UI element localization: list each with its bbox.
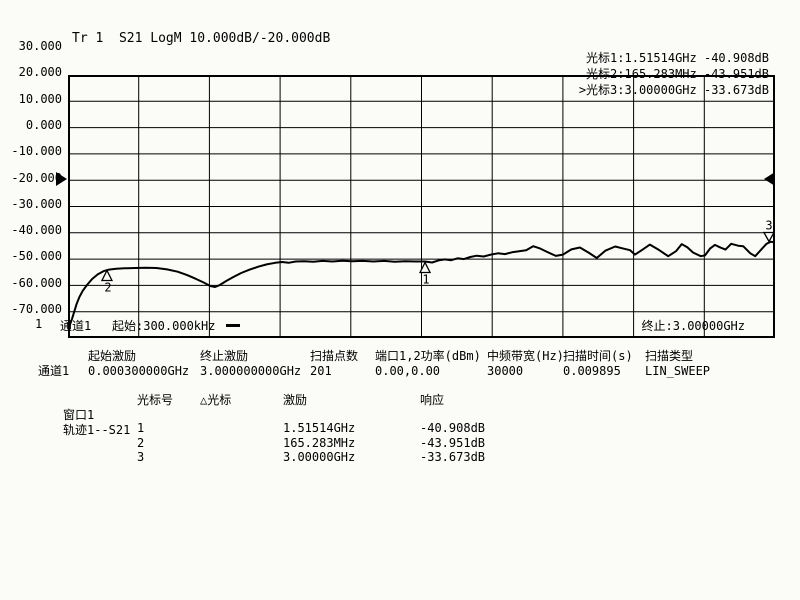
- marker-row-stimulus: 165.283MHz: [283, 436, 356, 450]
- marker-3-icon[interactable]: [762, 231, 775, 243]
- sweep-column-value: 30000: [487, 364, 524, 378]
- y-tick-label: -20.000: [11, 170, 62, 185]
- y-tick-label: -50.000: [11, 249, 62, 264]
- marker-1-label: 1: [422, 273, 429, 287]
- stop-frequency-label: 终止:3.00000GHz: [641, 319, 745, 333]
- y-tick-label: 20.000: [18, 65, 62, 80]
- y-tick-label: -70.000: [11, 302, 62, 316]
- sweep-column: 扫描时间(s) 0.009895: [563, 347, 633, 378]
- plot-area: 1 2 3 光标1:1.51514GHz -40.908dB 光标2:165.283M…: [68, 47, 775, 338]
- status-bar: 1 通道1 起始:300.000kHz 终止:3.00000GHz: [0, 317, 800, 333]
- channel-row-label: 通道1: [38, 364, 70, 378]
- sweep-column-header: 起始激励: [88, 349, 137, 363]
- y-tick-label: -40.000: [11, 223, 62, 238]
- measurement-grid: 1 2 3: [68, 75, 775, 338]
- marker-table-header: 光标号: [137, 393, 174, 407]
- sweep-column: 起始激励 0.000300000GHz: [88, 347, 189, 378]
- marker-table-header: 响应: [420, 393, 445, 407]
- y-tick-label: 30.000: [18, 39, 62, 53]
- channel-label: 通道1: [60, 319, 92, 333]
- sweep-column-value: 0.00,0.00: [375, 364, 441, 378]
- marker-readout-row: >光标3:3.00000GHz -33.673dB: [578, 83, 769, 97]
- sweep-column-header: 终止激励: [200, 349, 249, 363]
- sweep-column-header: 端口1,2功率(dBm): [375, 349, 481, 363]
- window-label: 窗口1: [63, 408, 95, 422]
- sweep-column-value: 201: [310, 364, 332, 378]
- trace-number: 1: [35, 317, 43, 331]
- marker-3-label: 3: [765, 219, 772, 233]
- s21-trace: [68, 240, 775, 326]
- sweep-column-header: 中频带宽(Hz): [487, 349, 564, 363]
- trace-style-icon: [226, 324, 240, 327]
- marker-table-header: 激励: [283, 393, 308, 407]
- reference-level-right-icon: [764, 172, 775, 186]
- sweep-column-value: 0.009895: [563, 364, 621, 378]
- reference-level-left-icon: [56, 172, 67, 186]
- sweep-column-header: 扫描类型: [645, 349, 694, 363]
- sweep-column: 扫描类型 LIN_SWEEP: [645, 347, 710, 378]
- y-tick-label: -60.000: [11, 275, 62, 290]
- sweep-column-value: 0.000300000GHz: [88, 364, 190, 378]
- sweep-column: 中频带宽(Hz) 30000: [487, 347, 564, 378]
- sweep-column: 端口1,2功率(dBm) 0.00,0.00: [375, 347, 481, 378]
- marker-row-stimulus: 1.51514GHz: [283, 421, 356, 435]
- sweep-column-header: 扫描点数: [310, 349, 359, 363]
- marker-readout-row: 光标2:165.283MHz -43.951dB: [586, 67, 769, 81]
- y-tick-label: 10.000: [18, 91, 62, 106]
- y-tick-label: -10.000: [11, 144, 62, 159]
- marker-row-response: -33.673dB: [420, 450, 486, 464]
- marker-row-number: 3: [137, 450, 145, 464]
- marker-row-stimulus: 3.00000GHz: [283, 450, 356, 464]
- sweep-column-header: 扫描时间(s): [563, 349, 633, 363]
- trace-status-line: Tr 1 S21 LogM 10.000dB/-20.000dB: [72, 31, 331, 46]
- marker-2-label: 2: [104, 281, 111, 295]
- marker-row-response: -43.951dB: [420, 436, 486, 450]
- marker-readout-panel: 光标1:1.51514GHz -40.908dB 光标2:165.283MHz -…: [579, 50, 769, 98]
- marker-row-response: -40.908dB: [420, 421, 486, 435]
- marker-row-number: 1: [137, 421, 145, 435]
- marker-2-icon[interactable]: [100, 269, 114, 282]
- sweep-column-value: 3.000000000GHz: [200, 364, 302, 378]
- sweep-column: 扫描点数 201: [310, 347, 358, 378]
- marker-table-header: △光标: [200, 393, 232, 407]
- marker-1-icon[interactable]: [418, 261, 432, 274]
- marker-readout-row: 光标1:1.51514GHz -40.908dB: [586, 51, 769, 65]
- y-tick-label: 0.000: [25, 117, 62, 132]
- sweep-column-value: LIN_SWEEP: [645, 364, 711, 378]
- trace-label: 轨迹1--S21: [63, 423, 131, 437]
- plot-border: [68, 75, 775, 338]
- sweep-column: 终止激励 3.000000000GHz: [200, 347, 301, 378]
- marker-row-number: 2: [137, 436, 145, 450]
- y-tick-label: -30.000: [11, 196, 62, 211]
- start-frequency-label: 起始:300.000kHz: [112, 319, 216, 333]
